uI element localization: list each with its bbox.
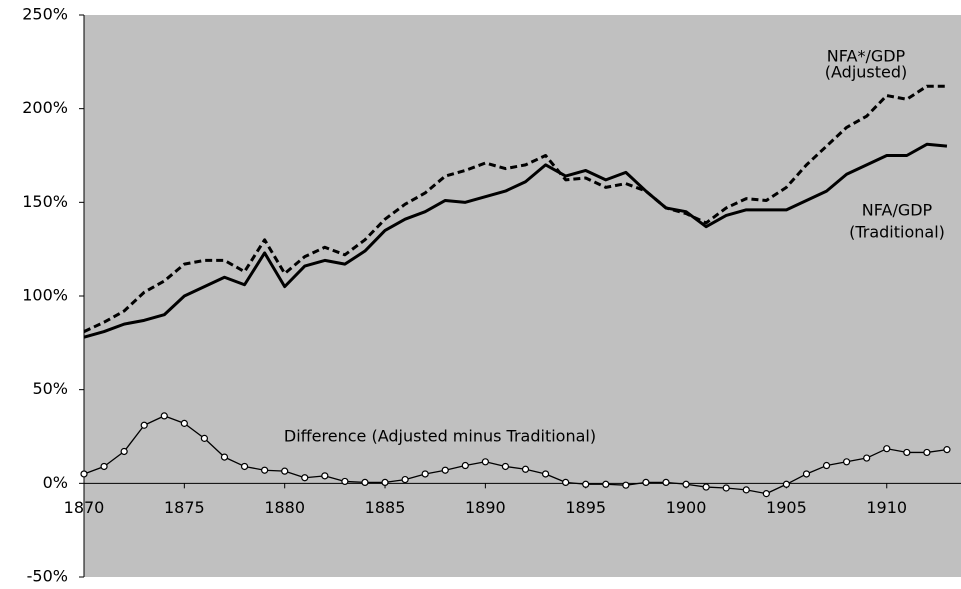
series-marker [762, 490, 770, 498]
series-marker [682, 480, 690, 488]
series-marker [301, 474, 309, 482]
y-tick-label: -50% [27, 567, 68, 586]
annotation: NFA/GDP [862, 201, 933, 220]
annotation: (Traditional) [849, 223, 945, 242]
series-marker [501, 462, 510, 471]
series-marker [421, 470, 429, 478]
series-marker [521, 465, 530, 473]
series-marker [401, 475, 409, 484]
series-marker [281, 467, 289, 475]
series-marker [903, 448, 911, 457]
series-marker [261, 466, 269, 474]
series-marker [120, 447, 128, 456]
y-tick-label: 200% [22, 98, 68, 117]
series-marker [742, 486, 750, 494]
x-tick-label: 1905 [766, 498, 807, 517]
series-marker [80, 470, 88, 478]
series-marker [822, 461, 831, 470]
series-line [83, 142, 948, 339]
series-marker [722, 484, 730, 492]
series-marker [160, 412, 168, 420]
series-marker [782, 480, 791, 488]
series-marker [180, 419, 188, 427]
series-marker [321, 472, 329, 480]
series-marker [220, 453, 229, 461]
series-marker [140, 421, 148, 429]
x-tick-label: 1895 [565, 498, 606, 517]
y-tick-label: 100% [22, 286, 68, 305]
series-marker [481, 458, 489, 466]
x-tick-label: 1900 [666, 498, 707, 517]
series-marker [541, 470, 550, 478]
series-marker [802, 470, 811, 478]
x-tick-label: 1890 [465, 498, 506, 517]
annotation: NFA*/GDP [827, 47, 906, 66]
y-tick-label: 150% [22, 192, 68, 211]
series-marker [582, 480, 590, 488]
x-tick-label: 1885 [365, 498, 406, 517]
series-marker [341, 477, 349, 486]
series-marker [361, 478, 369, 486]
series-marker [943, 446, 951, 454]
x-tick-label: 1870 [64, 498, 105, 517]
x-tick-label: 1875 [164, 498, 205, 517]
series-marker [200, 434, 209, 442]
series-marker [662, 478, 670, 486]
series-marker [923, 448, 931, 457]
y-tick-label: 250% [22, 5, 68, 24]
series-marker [461, 461, 469, 470]
series-marker [702, 483, 710, 491]
plot-area [84, 15, 961, 577]
series-marker [602, 480, 610, 488]
y-tick-label: 50% [32, 379, 68, 398]
series-line [83, 84, 947, 333]
series-marker [562, 478, 570, 486]
series-marker [642, 478, 650, 486]
series-marker [622, 481, 630, 489]
series-marker [441, 466, 449, 474]
series-line [83, 415, 948, 495]
annotation: Difference (Adjusted minus Traditional) [284, 427, 596, 446]
series-marker [843, 458, 851, 466]
series-marker [100, 462, 108, 471]
annotation: (Adjusted) [825, 63, 908, 82]
series-marker [240, 462, 249, 471]
x-tick-label: 1880 [264, 498, 305, 517]
y-tick-label: 0% [43, 473, 68, 492]
x-tick-label: 1910 [866, 498, 907, 517]
series-marker [883, 445, 891, 453]
series-marker [863, 454, 871, 462]
series-marker [381, 478, 389, 486]
